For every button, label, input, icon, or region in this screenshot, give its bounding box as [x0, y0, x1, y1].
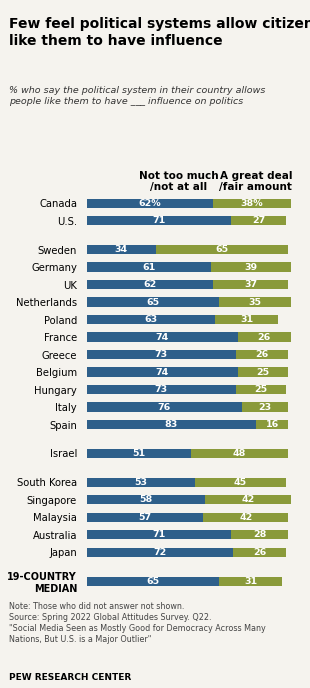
Text: 53: 53: [134, 477, 147, 487]
Text: 74: 74: [156, 332, 169, 341]
Bar: [87, 245, 156, 254]
Text: PEW RESEARCH CENTER: PEW RESEARCH CENTER: [9, 673, 131, 682]
Bar: [237, 367, 289, 376]
Text: 73: 73: [155, 385, 168, 394]
Text: Not too much
/not at all: Not too much /not at all: [139, 171, 218, 192]
Bar: [87, 367, 237, 376]
Bar: [236, 350, 289, 359]
Bar: [87, 216, 232, 225]
Text: 42: 42: [241, 495, 255, 504]
Text: 57: 57: [138, 513, 151, 522]
Bar: [241, 402, 289, 411]
Text: 48: 48: [233, 449, 246, 458]
Bar: [256, 420, 289, 429]
Bar: [87, 385, 236, 394]
Text: 61: 61: [142, 263, 156, 272]
Bar: [87, 548, 233, 557]
Text: 62%: 62%: [139, 199, 161, 208]
Bar: [87, 402, 241, 411]
Text: 74: 74: [156, 367, 169, 376]
Bar: [87, 530, 232, 539]
Text: 34: 34: [115, 245, 128, 254]
Bar: [203, 513, 289, 522]
Text: 39: 39: [244, 263, 257, 272]
Bar: [87, 263, 211, 272]
Text: 63: 63: [144, 315, 157, 324]
Text: 31: 31: [240, 315, 253, 324]
Bar: [215, 315, 278, 324]
Bar: [233, 548, 286, 557]
Bar: [87, 577, 219, 585]
Text: 37: 37: [244, 280, 257, 289]
Bar: [87, 315, 215, 324]
Bar: [87, 513, 203, 522]
Text: 25: 25: [256, 367, 270, 376]
Text: 45: 45: [234, 477, 247, 487]
Text: 42: 42: [239, 513, 252, 522]
Text: 62: 62: [143, 280, 157, 289]
Bar: [87, 350, 236, 359]
Text: 65: 65: [146, 297, 160, 307]
Text: 51: 51: [132, 449, 145, 458]
Bar: [236, 385, 286, 394]
Bar: [213, 199, 290, 208]
Text: 38%: 38%: [241, 199, 263, 208]
Bar: [237, 332, 290, 341]
Bar: [87, 280, 213, 289]
Text: 16: 16: [266, 420, 279, 429]
Text: 83: 83: [165, 420, 178, 429]
Text: 26: 26: [253, 548, 267, 557]
Text: 73: 73: [155, 350, 168, 359]
Bar: [87, 449, 191, 458]
Text: 27: 27: [252, 216, 266, 225]
Bar: [219, 297, 290, 307]
Bar: [213, 280, 289, 289]
Bar: [87, 495, 205, 504]
Text: 65: 65: [146, 577, 160, 585]
Text: 71: 71: [153, 530, 166, 539]
Text: 76: 76: [157, 402, 171, 411]
Bar: [232, 216, 286, 225]
Bar: [219, 577, 282, 585]
Text: Few feel political systems allow citizens
like them to have influence: Few feel political systems allow citizen…: [9, 17, 310, 48]
Text: A great deal
/fair amount: A great deal /fair amount: [219, 171, 292, 192]
Bar: [87, 199, 213, 208]
Bar: [87, 420, 256, 429]
Text: % who say the political system in their country allows
people like them to have : % who say the political system in their …: [9, 86, 266, 106]
Bar: [156, 245, 289, 254]
Bar: [87, 332, 237, 341]
Text: 31: 31: [244, 577, 257, 585]
Text: 71: 71: [153, 216, 166, 225]
Bar: [87, 477, 195, 487]
Text: 58: 58: [139, 495, 153, 504]
Text: 72: 72: [153, 548, 167, 557]
Bar: [205, 495, 290, 504]
Bar: [211, 263, 290, 272]
Bar: [195, 477, 286, 487]
Text: 26: 26: [255, 350, 269, 359]
Text: 23: 23: [259, 402, 272, 411]
Text: 25: 25: [255, 385, 268, 394]
Text: 26: 26: [257, 332, 271, 341]
Bar: [232, 530, 289, 539]
Text: 65: 65: [216, 245, 229, 254]
Text: Note: Those who did not answer not shown.
Source: Spring 2022 Global Attitudes S: Note: Those who did not answer not shown…: [9, 602, 266, 644]
Bar: [87, 297, 219, 307]
Bar: [191, 449, 289, 458]
Text: 35: 35: [248, 297, 261, 307]
Text: 28: 28: [253, 530, 267, 539]
